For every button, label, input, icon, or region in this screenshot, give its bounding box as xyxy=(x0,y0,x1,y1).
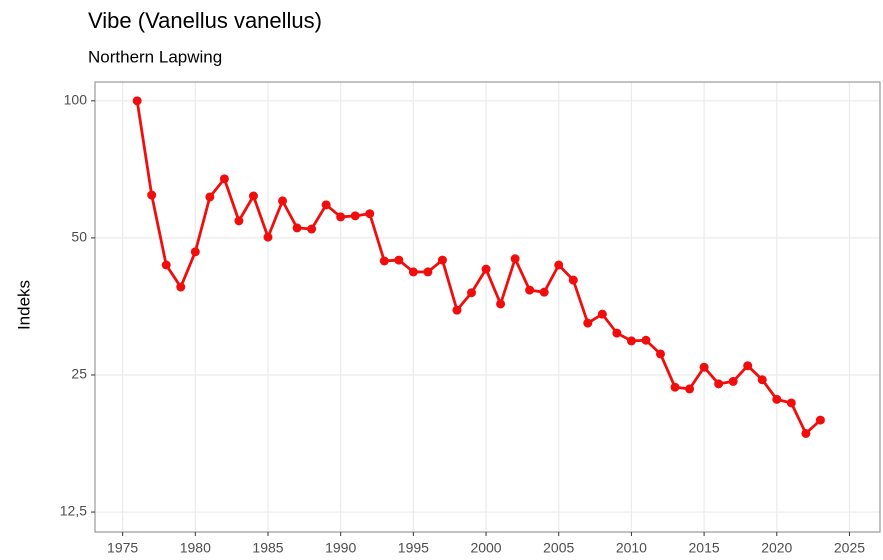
data-point xyxy=(176,282,186,292)
x-tick-label: 1980 xyxy=(180,540,211,556)
data-point xyxy=(539,287,549,297)
data-point xyxy=(612,328,622,338)
data-point xyxy=(437,255,447,265)
data-point xyxy=(510,254,520,264)
x-tick-label: 2000 xyxy=(470,540,501,556)
data-point xyxy=(248,191,258,201)
data-point xyxy=(307,224,317,234)
data-point xyxy=(714,379,724,389)
data-point xyxy=(481,264,491,274)
y-axis-label: Indeks xyxy=(14,280,33,330)
x-tick-label: 1995 xyxy=(398,540,429,556)
data-point xyxy=(292,223,302,233)
data-point xyxy=(423,267,433,277)
data-point xyxy=(394,255,404,265)
x-tick-label: 2015 xyxy=(689,540,720,556)
data-point xyxy=(205,192,215,202)
data-point xyxy=(161,260,171,270)
y-tick-label: 100 xyxy=(64,92,88,108)
data-point xyxy=(379,256,389,266)
x-tick-label: 1990 xyxy=(325,540,356,556)
data-point xyxy=(132,96,142,106)
data-point xyxy=(408,267,418,277)
y-tick-label: 50 xyxy=(71,229,87,245)
y-tick-label: 12,5 xyxy=(60,503,87,519)
data-point xyxy=(336,212,346,222)
data-point xyxy=(365,209,375,219)
data-point xyxy=(728,376,738,386)
data-point xyxy=(496,299,506,309)
data-point xyxy=(641,335,651,345)
data-point xyxy=(219,174,229,184)
data-point xyxy=(568,275,578,285)
chart-subtitle: Northern Lapwing xyxy=(88,47,222,66)
data-point xyxy=(597,309,607,319)
data-point xyxy=(743,361,753,371)
x-tick-label: 2025 xyxy=(834,540,865,556)
data-point xyxy=(452,305,462,315)
data-point xyxy=(685,384,695,394)
marks xyxy=(132,96,825,438)
data-point xyxy=(263,232,273,242)
data-point xyxy=(670,382,680,392)
data-point xyxy=(772,394,782,404)
data-point xyxy=(583,318,593,328)
data-point xyxy=(801,428,811,438)
x-tick-label: 1975 xyxy=(107,540,138,556)
data-point xyxy=(321,200,331,210)
data-point xyxy=(786,398,796,408)
panel-border xyxy=(94,81,881,533)
x-tick-label: 1985 xyxy=(252,540,283,556)
y-tick-label: 25 xyxy=(71,366,87,382)
data-point xyxy=(757,375,767,385)
data-point xyxy=(815,415,825,425)
data-point xyxy=(234,216,244,226)
data-point xyxy=(699,362,709,372)
data-point xyxy=(350,211,360,221)
data-point xyxy=(626,336,636,346)
data-point xyxy=(467,288,477,298)
data-point xyxy=(525,285,535,295)
data-point xyxy=(190,247,200,257)
data-point xyxy=(278,196,288,206)
x-tick-label: 2005 xyxy=(543,540,574,556)
data-point xyxy=(554,260,564,270)
grid xyxy=(95,82,880,532)
chart-title: Vibe (Vanellus vanellus) xyxy=(88,8,322,33)
data-point xyxy=(147,190,157,200)
x-tick-label: 2010 xyxy=(616,540,647,556)
data-point xyxy=(655,349,665,359)
x-tick-label: 2020 xyxy=(761,540,792,556)
